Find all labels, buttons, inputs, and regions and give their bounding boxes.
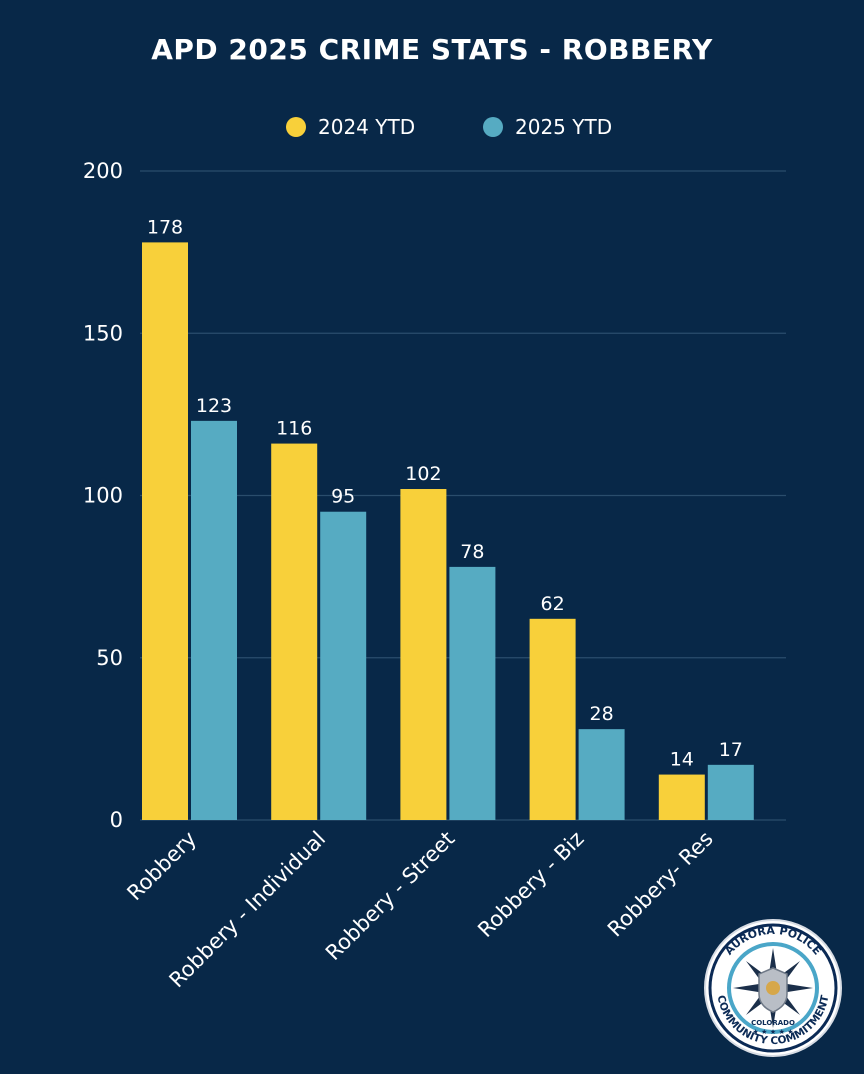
bar-2025	[320, 511, 367, 820]
legend-swatch-2024	[286, 117, 306, 137]
bar-2024	[271, 443, 318, 820]
x-category-label: Robbery - Biz	[473, 827, 589, 943]
data-label: 116	[276, 418, 312, 440]
data-label: 28	[590, 703, 614, 725]
seal-middle-text: COLORADO	[751, 1019, 795, 1027]
data-label: 102	[405, 463, 441, 485]
x-category-label: Robbery - Street	[321, 827, 460, 966]
aurora-police-seal: AURORA POLICE COMMUNITY COMMITMENT COLOR…	[704, 919, 842, 1057]
bar-2024	[658, 774, 705, 820]
data-label: 62	[541, 593, 565, 615]
y-tick-label: 200	[83, 159, 123, 183]
x-category-label: Robbery	[122, 827, 201, 906]
legend: 2024 YTD 2025 YTD	[286, 115, 612, 139]
data-label: 17	[719, 739, 743, 761]
chart-title: APD 2025 CRIME STATS - ROBBERY	[151, 33, 713, 66]
bar-2024	[529, 618, 576, 820]
data-label: 178	[147, 216, 183, 238]
bar-2025	[707, 764, 754, 820]
y-tick-label: 100	[83, 484, 123, 508]
data-label: 14	[670, 749, 694, 771]
legend-label-2025: 2025 YTD	[515, 115, 612, 139]
y-axis-ticks: 0 50 100 150 200	[83, 159, 123, 832]
y-tick-label: 150	[83, 321, 123, 345]
legend-label-2024: 2024 YTD	[318, 115, 415, 139]
bar-2025	[449, 566, 496, 820]
bar-2024	[142, 242, 188, 820]
data-labels: 178 123 116 95 102 78 62 28 14 17	[147, 216, 743, 770]
y-tick-label: 50	[96, 646, 123, 670]
data-label: 123	[196, 395, 232, 417]
bar-2024	[400, 489, 447, 820]
y-tick-label: 0	[110, 808, 123, 832]
bar-2025	[578, 729, 625, 820]
bar-2025	[191, 420, 237, 820]
bars	[142, 242, 754, 820]
data-label: 78	[460, 541, 484, 563]
x-category-label: Robbery- Res	[603, 827, 718, 942]
legend-swatch-2025	[483, 117, 503, 137]
seal-stars: ★ ★ ★ ★ ★	[752, 1028, 793, 1036]
data-label: 95	[331, 486, 355, 508]
